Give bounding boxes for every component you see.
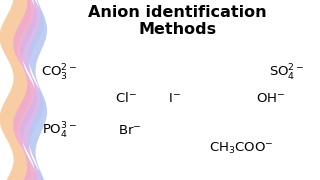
Text: Anion identification
Methods: Anion identification Methods <box>88 5 267 37</box>
Polygon shape <box>20 0 44 180</box>
Text: CH$_3$COO$^{-}$: CH$_3$COO$^{-}$ <box>209 141 274 156</box>
Text: OH$^{-}$: OH$^{-}$ <box>256 92 285 105</box>
Polygon shape <box>13 0 37 180</box>
Text: Br$^{-}$: Br$^{-}$ <box>118 124 141 137</box>
Text: PO$_4^{3-}$: PO$_4^{3-}$ <box>42 120 77 141</box>
Text: I$^{-}$: I$^{-}$ <box>168 92 181 105</box>
Polygon shape <box>0 0 31 180</box>
Text: SO$_4^{2-}$: SO$_4^{2-}$ <box>269 63 304 83</box>
Text: Cl$^{-}$: Cl$^{-}$ <box>116 91 137 105</box>
Text: CO$_3^{2-}$: CO$_3^{2-}$ <box>41 63 77 83</box>
Polygon shape <box>28 0 47 180</box>
